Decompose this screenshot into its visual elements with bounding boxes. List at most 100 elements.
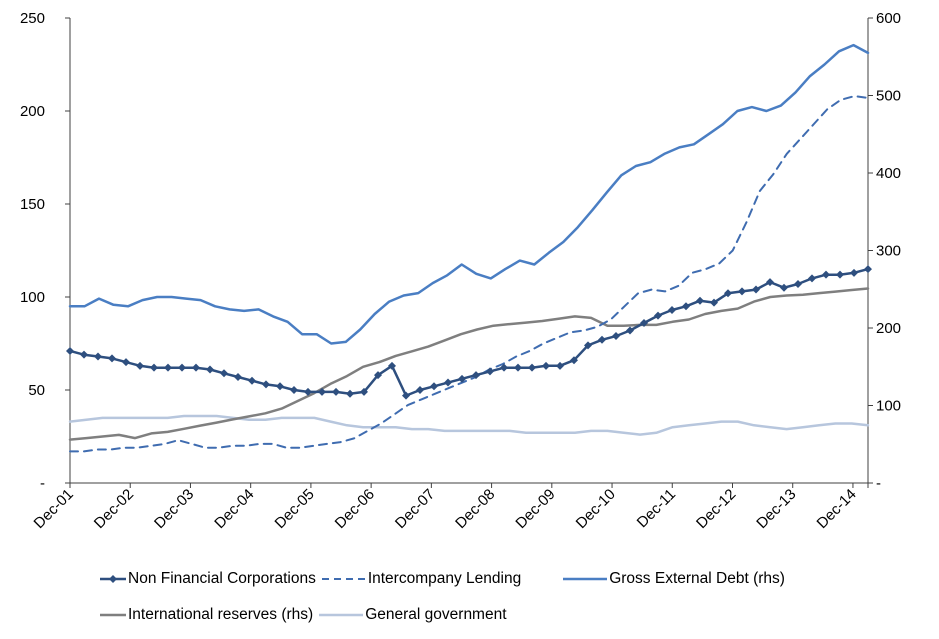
x-tick-label: Dec-02 xyxy=(91,486,137,532)
series-point-non-financial-corporations xyxy=(528,363,536,372)
y-left-tick-label: - xyxy=(40,475,45,492)
series-point-non-financial-corporations xyxy=(556,361,564,370)
series-point-non-financial-corporations xyxy=(444,378,452,387)
y-right-tick-label: 500 xyxy=(876,88,901,105)
x-tick-label: Dec-13 xyxy=(753,486,799,532)
series-point-non-financial-corporations xyxy=(318,387,326,396)
x-tick-label: Dec-03 xyxy=(151,486,197,532)
series-point-non-financial-corporations xyxy=(752,285,760,294)
x-tick-label: Dec-14 xyxy=(814,486,860,532)
series-line-gross-external-debt-rhs xyxy=(68,43,870,345)
series-point-non-financial-corporations xyxy=(332,387,340,396)
legend-swatch-res-icon xyxy=(100,613,126,617)
x-tick-label: Dec-09 xyxy=(512,486,558,532)
legend-swatch-icl-icon xyxy=(321,578,366,580)
y-left-tick-label: 250 xyxy=(20,10,45,27)
series-point-non-financial-corporations xyxy=(262,380,270,389)
series-point-non-financial-corporations xyxy=(304,387,312,396)
series-point-non-financial-corporations xyxy=(738,287,746,296)
series-point-non-financial-corporations xyxy=(388,361,396,370)
y-right-tick-label: 400 xyxy=(876,165,901,182)
series-line-intercompany-lending xyxy=(69,95,869,453)
legend-item-gross-external-debt: Gross External Debt (rhs) xyxy=(563,570,785,588)
x-tick-label: Dec-06 xyxy=(332,486,378,532)
series-point-non-financial-corporations xyxy=(136,361,144,370)
legend-swatch-ged-icon xyxy=(563,577,608,581)
series-point-non-financial-corporations xyxy=(780,283,788,292)
series-point-non-financial-corporations xyxy=(696,296,704,305)
x-tick-label: Dec-08 xyxy=(452,486,498,532)
legend-swatch-gov-icon xyxy=(319,613,364,617)
series-point-non-financial-corporations xyxy=(80,350,88,359)
series-line-international-reserves-rhs xyxy=(68,287,870,441)
series-point-non-financial-corporations xyxy=(290,386,298,394)
legend-label-gov: General government xyxy=(365,606,507,623)
series-line-general-government xyxy=(68,414,870,436)
legend-row-2: International reserves (rhs) General gov… xyxy=(100,601,920,629)
line-chart: 25020015010050-600500400300200100-Dec-01… xyxy=(20,10,901,532)
y-right-tick-label: 300 xyxy=(876,243,901,260)
legend-label-res: International reserves (rhs) xyxy=(128,606,314,623)
series-point-non-financial-corporations xyxy=(794,279,802,288)
series-point-non-financial-corporations xyxy=(542,361,550,370)
x-tick-label: Dec-04 xyxy=(211,486,257,532)
series-point-non-financial-corporations xyxy=(864,265,872,274)
series-point-non-financial-corporations xyxy=(808,274,816,283)
series-point-non-financial-corporations xyxy=(108,354,116,363)
legend-label-icl: Intercompany Lending xyxy=(367,570,522,587)
series-point-non-financial-corporations xyxy=(598,335,606,344)
x-tick-label: Dec-12 xyxy=(693,486,739,532)
series-point-non-financial-corporations xyxy=(514,363,522,372)
x-tick-label: Dec-11 xyxy=(634,486,679,531)
series-point-non-financial-corporations xyxy=(626,326,634,335)
series-point-non-financial-corporations xyxy=(766,278,774,287)
y-right-tick-label: 100 xyxy=(876,398,901,415)
y-right-tick-label: 600 xyxy=(876,10,901,27)
x-tick-label: Dec-10 xyxy=(573,486,619,532)
series-point-non-financial-corporations xyxy=(122,358,130,367)
y-left-tick-label: 100 xyxy=(20,289,45,306)
series-point-non-financial-corporations xyxy=(612,332,620,341)
series-point-non-financial-corporations xyxy=(374,371,382,380)
legend-row-1: Non Financial Corporations Intercompany … xyxy=(100,565,920,593)
series-line-non-financial-corporations xyxy=(68,267,870,397)
x-tick-label: Dec-05 xyxy=(272,486,318,532)
series-point-non-financial-corporations xyxy=(220,369,228,378)
legend-item-international-reserves: International reserves (rhs) xyxy=(100,606,313,624)
legend-item-non-financial-corporations: Non Financial Corporations xyxy=(100,570,316,588)
series-point-non-financial-corporations xyxy=(248,376,256,385)
series-point-non-financial-corporations xyxy=(472,371,480,380)
series-point-non-financial-corporations xyxy=(416,386,424,394)
y-right-tick-label: - xyxy=(876,475,881,492)
series-point-non-financial-corporations xyxy=(66,346,74,355)
legend: Non Financial Corporations Intercompany … xyxy=(100,565,920,637)
x-tick-label: Dec-01 xyxy=(31,486,77,532)
series-point-non-financial-corporations xyxy=(682,302,690,311)
y-right-tick-label: 200 xyxy=(876,320,901,337)
series-point-non-financial-corporations xyxy=(360,387,368,396)
series-point-non-financial-corporations xyxy=(668,306,676,315)
series-point-non-financial-corporations xyxy=(150,363,158,372)
series-point-non-financial-corporations xyxy=(458,374,466,383)
legend-item-intercompany-lending: Intercompany Lending xyxy=(321,570,522,588)
series-point-non-financial-corporations xyxy=(346,389,354,398)
legend-label-nfc: Non Financial Corporations xyxy=(128,570,316,587)
legend-swatch-nfc-icon xyxy=(100,575,126,583)
series-point-non-financial-corporations xyxy=(500,363,508,372)
y-left-tick-label: 200 xyxy=(20,103,45,120)
series-point-non-financial-corporations xyxy=(486,367,494,376)
legend-item-general-government: General government xyxy=(319,606,507,624)
series-point-non-financial-corporations xyxy=(822,270,830,279)
series-point-non-financial-corporations xyxy=(402,391,410,400)
series-point-non-financial-corporations xyxy=(584,341,592,350)
y-left-tick-label: 150 xyxy=(20,196,45,213)
series-point-non-financial-corporations xyxy=(430,382,438,391)
series-point-non-financial-corporations xyxy=(94,352,102,361)
series-point-non-financial-corporations xyxy=(164,363,172,372)
series-point-non-financial-corporations xyxy=(640,319,648,328)
series-point-non-financial-corporations xyxy=(276,382,284,391)
series-point-non-financial-corporations xyxy=(724,289,732,298)
y-left-tick-label: 50 xyxy=(28,382,45,399)
series-point-non-financial-corporations xyxy=(234,372,242,381)
